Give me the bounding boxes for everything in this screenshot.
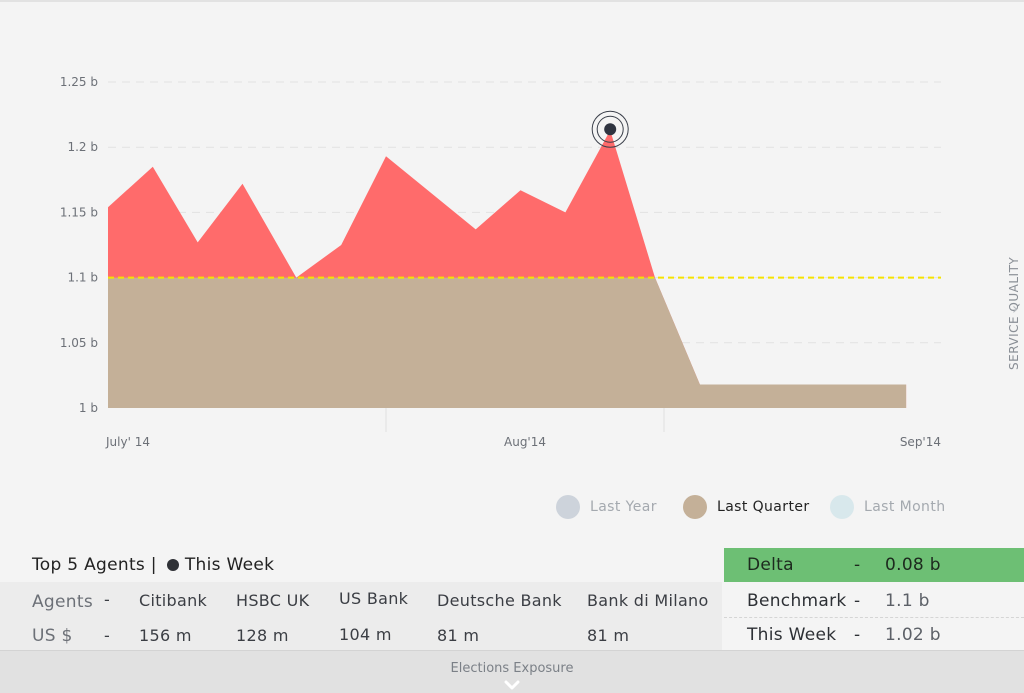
- x-tick-label: Aug'14: [504, 435, 546, 449]
- value-row-label: US $: [32, 626, 73, 646]
- y-tick-label: 1.15 b: [60, 205, 98, 219]
- legend-item-last-year[interactable]: Last Year: [556, 494, 657, 520]
- y-tick-label: 1.1 b: [67, 271, 98, 285]
- value-row-dash: -: [104, 626, 111, 645]
- y-tick-label: 1.05 b: [60, 336, 98, 350]
- legend-swatch: [683, 495, 707, 519]
- agent-value: 104 m: [339, 625, 392, 644]
- legend-swatch: [556, 495, 580, 519]
- chevron-right-icon[interactable]: ›: [1012, 299, 1019, 318]
- peak-marker-ring-outer: [591, 110, 629, 148]
- service-quality-tab[interactable]: SERVICE QUALITY: [993, 252, 1021, 372]
- peak-marker-ring-inner: [596, 115, 624, 143]
- legend-item-last-quarter[interactable]: Last Quarter: [683, 494, 810, 520]
- agent-value: 81 m: [587, 626, 630, 645]
- chevron-down-icon[interactable]: [504, 679, 520, 691]
- footer-label: Elections Exposure: [450, 661, 574, 676]
- period-label: This Week: [184, 555, 275, 575]
- delta-value: 0.08 b: [885, 555, 941, 575]
- top-agents-panel: Top 5 Agents | This Week Agents - Citiba…: [0, 548, 722, 650]
- y-tick-label: 1.2 b: [67, 140, 98, 154]
- agent-name: Deutsche Bank: [437, 591, 562, 610]
- agent-value: 81 m: [437, 626, 480, 645]
- elections-exposure-toggle[interactable]: Elections Exposure: [0, 650, 1024, 693]
- x-tick-label: Sep'14: [900, 435, 941, 449]
- legend-label: Last Quarter: [717, 499, 810, 515]
- this-week-dash: -: [854, 625, 861, 645]
- legend-label: Last Year: [590, 499, 657, 515]
- agent-name: Citibank: [139, 591, 208, 610]
- benchmark-stat: Benchmark - 1.1 b: [724, 584, 1024, 618]
- agent-name: US Bank: [339, 589, 409, 608]
- area-chart: 1.25 b 1.2 b 1.15 b 1.1 b 1.05 b 1 b July' 14 A…: [60, 75, 941, 449]
- delta-label: Delta: [747, 555, 794, 575]
- y-tick-label: 1 b: [79, 401, 98, 415]
- delta-stat: Delta - 0.08 b: [724, 548, 1024, 582]
- legend-swatch: [830, 495, 854, 519]
- benchmark-value: 1.1 b: [885, 590, 930, 611]
- agent-name: Bank di Milano: [587, 591, 709, 610]
- area-below-benchmark: [108, 277, 907, 408]
- agents-row-dash: -: [104, 590, 111, 609]
- this-week-label: This Week: [747, 625, 837, 645]
- x-tick-label: July' 14: [105, 435, 150, 449]
- agents-row-label: Agents: [32, 592, 93, 612]
- benchmark-label: Benchmark: [747, 590, 847, 611]
- agent-name: HSBC UK: [236, 591, 310, 610]
- stats-panel: Delta - 0.08 b Benchmark - 1.1 b This We…: [724, 548, 1024, 652]
- this-week-bullet-icon: [166, 559, 179, 571]
- legend-label: Last Month: [864, 499, 946, 515]
- legend-item-last-month[interactable]: Last Month: [830, 494, 946, 520]
- top-agents-title: Top 5 Agents |: [32, 555, 157, 575]
- benchmark-dash: -: [854, 590, 861, 611]
- bottom-panel: Top 5 Agents | This Week Agents - Citiba…: [0, 548, 1024, 693]
- top-agents-header: Top 5 Agents | This Week: [0, 548, 722, 582]
- agent-value: 128 m: [236, 626, 289, 645]
- peak-marker-dot: [604, 123, 617, 136]
- this-week-stat: This Week - 1.02 b: [724, 618, 1024, 652]
- agent-value: 156 m: [139, 626, 192, 645]
- delta-dash: -: [854, 555, 861, 575]
- this-week-value: 1.02 b: [885, 625, 941, 645]
- y-tick-label: 1.25 b: [60, 75, 98, 89]
